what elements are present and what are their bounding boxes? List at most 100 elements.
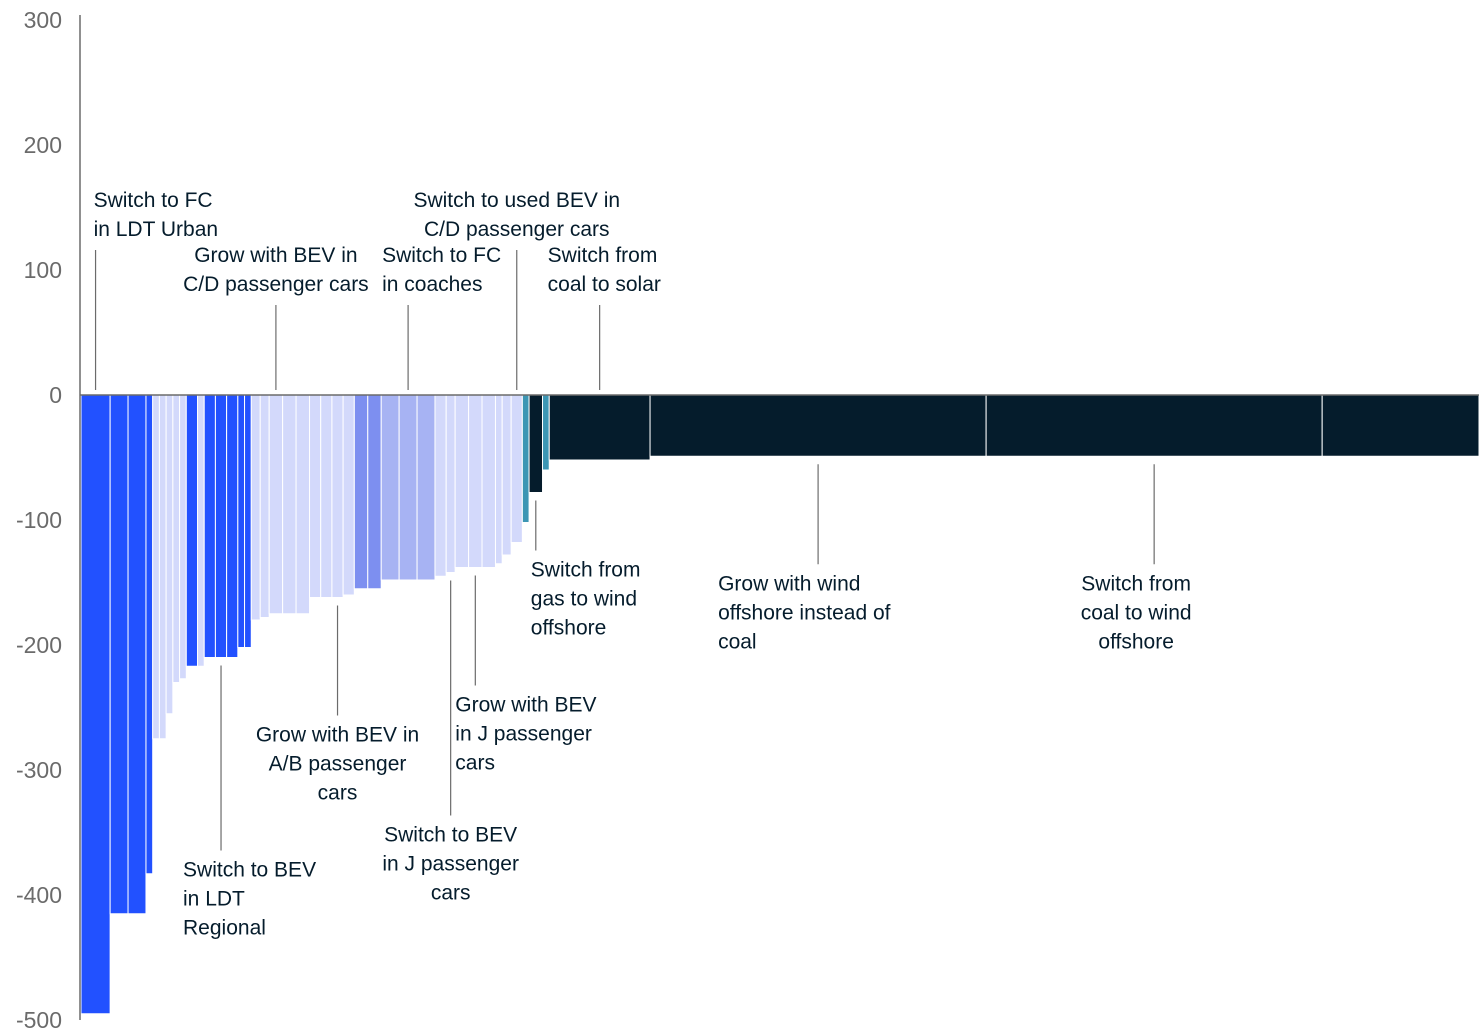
annotation-text-line: cars bbox=[431, 882, 471, 905]
annotation-text-line: Switch from bbox=[548, 244, 658, 267]
bar-5 bbox=[158, 394, 167, 740]
annotation-text-line: coal to wind bbox=[1081, 601, 1192, 624]
bar-38 bbox=[521, 394, 530, 523]
annotation-text-line: Switch from bbox=[1081, 572, 1191, 595]
annotation-text-line: C/D passenger cars bbox=[424, 218, 610, 241]
y-tick-label: -400 bbox=[16, 882, 62, 908]
bar-6 bbox=[165, 394, 174, 715]
annotation-10: Grow with wind offshore instead of coal bbox=[718, 464, 891, 653]
bar-17 bbox=[259, 394, 270, 618]
y-tick-label: 0 bbox=[49, 382, 62, 408]
annotation-text-line: cars bbox=[455, 752, 495, 775]
annotation-1: Switch to BEV in LDT Regional bbox=[183, 665, 316, 940]
annotation-text-line: coal to solar bbox=[548, 273, 661, 296]
annotation-text-line: Switch from bbox=[531, 559, 641, 582]
bar-28 bbox=[398, 394, 418, 581]
bar-37 bbox=[510, 394, 523, 543]
bar-30 bbox=[434, 394, 447, 577]
bar-32 bbox=[454, 394, 470, 568]
bar-41 bbox=[548, 394, 651, 461]
annotation-4: Switch to FC in coaches bbox=[382, 244, 501, 390]
annotation-11: Switch from coal to wind offshore bbox=[1081, 464, 1192, 653]
bar-34 bbox=[481, 394, 496, 568]
bar-16 bbox=[250, 394, 261, 621]
annotation-text-line: offshore instead of bbox=[718, 601, 891, 624]
bar-39 bbox=[528, 394, 544, 493]
bar-31 bbox=[445, 394, 456, 573]
annotation-text-line: in J passenger bbox=[382, 853, 519, 876]
annotation-text-line: in coaches bbox=[382, 273, 482, 296]
annotation-text-line: offshore bbox=[1098, 630, 1174, 653]
bar-33 bbox=[468, 394, 483, 568]
annotation-8: Switch from gas to wind offshore bbox=[531, 500, 641, 640]
bar-13 bbox=[226, 394, 239, 658]
bars-group bbox=[80, 394, 1479, 1015]
y-tick-label: -200 bbox=[16, 632, 62, 658]
bar-20 bbox=[295, 394, 311, 615]
bar-35 bbox=[494, 394, 503, 565]
bar-23 bbox=[331, 394, 344, 598]
annotation-text-line: offshore bbox=[531, 617, 607, 640]
bar-22 bbox=[320, 394, 333, 598]
bar-11 bbox=[203, 394, 216, 658]
annotation-text-line: cars bbox=[318, 782, 358, 805]
annotation-text-line: Grow with BEV in bbox=[256, 724, 419, 747]
annotation-text-line: Grow with BEV bbox=[455, 694, 596, 717]
bar-8 bbox=[179, 394, 187, 680]
bar-14 bbox=[237, 394, 246, 648]
bar-42 bbox=[649, 394, 987, 457]
annotation-text-line: gas to wind bbox=[531, 588, 637, 611]
annotation-7: Switch to used BEV in C/D passenger cars bbox=[413, 189, 620, 390]
y-tick-label: 200 bbox=[24, 132, 62, 158]
annotation-3: Grow with BEV in A/B passenger cars bbox=[256, 605, 419, 805]
bar-7 bbox=[172, 394, 181, 683]
y-tick-label: -300 bbox=[16, 757, 62, 783]
annotation-9: Switch from coal to solar bbox=[548, 244, 661, 390]
bar-25 bbox=[353, 394, 369, 590]
bar-2 bbox=[127, 394, 147, 915]
annotations-group: Switch to FC in LDT Urban Switch to BEV in … bbox=[94, 189, 1192, 940]
bar-19 bbox=[282, 394, 297, 615]
bar-10 bbox=[197, 394, 205, 667]
bar-12 bbox=[214, 394, 228, 658]
annotation-0: Switch to FC in LDT Urban bbox=[94, 189, 219, 390]
annotation-text-line: Switch to BEV bbox=[183, 859, 316, 882]
annotation-text-line: Switch to BEV bbox=[384, 824, 517, 847]
bar-21 bbox=[309, 394, 322, 598]
bar-26 bbox=[367, 394, 382, 590]
bar-43 bbox=[985, 394, 1323, 457]
y-tick-label: 100 bbox=[24, 257, 62, 283]
annotation-2: Grow with BEV in C/D passenger cars bbox=[183, 244, 369, 390]
annotation-5: Switch to BEV in J passenger cars bbox=[382, 580, 519, 905]
bar-24 bbox=[342, 394, 355, 596]
annotation-text-line: coal bbox=[718, 630, 757, 653]
annotation-text-line: Regional bbox=[183, 917, 266, 940]
y-tick-label: 300 bbox=[24, 7, 62, 33]
bar-40 bbox=[542, 394, 550, 471]
bar-18 bbox=[268, 394, 284, 615]
bar-0 bbox=[80, 394, 111, 1015]
bar-44 bbox=[1321, 394, 1479, 457]
annotation-text-line: Grow with BEV in bbox=[194, 244, 357, 267]
bar-29 bbox=[416, 394, 436, 581]
bar-15 bbox=[244, 394, 252, 648]
bar-1 bbox=[109, 394, 129, 915]
annotation-text-line: Grow with wind bbox=[718, 572, 860, 595]
y-tick-label: -500 bbox=[16, 1007, 62, 1033]
annotation-6: Grow with BEV in J passenger cars bbox=[455, 575, 597, 775]
bar-9 bbox=[185, 394, 199, 667]
annotation-text-line: Switch to used BEV in bbox=[413, 189, 620, 212]
bar-36 bbox=[501, 394, 512, 556]
y-axis: 300 200 100 0 -100 -200 -300 -400 -500 bbox=[16, 7, 1479, 1033]
annotation-text-line: in LDT bbox=[183, 888, 245, 911]
annotation-text-line: Switch to FC bbox=[382, 244, 501, 267]
annotation-text-line: in LDT Urban bbox=[94, 218, 219, 241]
bar-3 bbox=[145, 394, 154, 875]
annotation-text-line: Switch to FC bbox=[94, 189, 213, 212]
annotation-text-line: C/D passenger cars bbox=[183, 273, 369, 296]
bar-4 bbox=[152, 394, 160, 740]
y-tick-label: -100 bbox=[16, 507, 62, 533]
annotation-text-line: in J passenger bbox=[455, 723, 592, 746]
annotation-text-line: A/B passenger bbox=[269, 753, 407, 776]
